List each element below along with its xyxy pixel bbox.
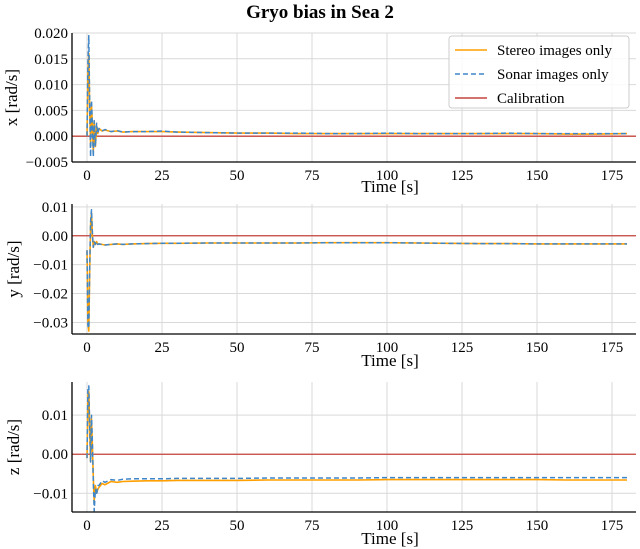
chart-title: Gryo bias in Sea 2	[246, 2, 394, 23]
x-tick-label: 50	[230, 518, 245, 534]
legend-label: Sonar images only	[497, 67, 609, 83]
y-axis-label: x [rad/s]	[2, 69, 21, 126]
x-tick-label: 175	[601, 518, 624, 534]
x-axis-label: Time [s]	[361, 177, 418, 196]
y-tick-label: −0.03	[33, 315, 68, 331]
y-axis-label: y [rad/s]	[4, 240, 23, 297]
x-tick-label: 75	[305, 518, 320, 534]
x-axis-label: Time [s]	[361, 529, 418, 548]
y-axis-label: z [rad/s]	[4, 419, 23, 475]
y-tick-label: 0.015	[34, 52, 68, 68]
y-tick-label: −0.005	[26, 155, 68, 171]
x-tick-label: 0	[83, 518, 91, 534]
sonar-series-line	[86, 385, 627, 512]
x-axis-label: Time [s]	[361, 351, 418, 370]
x-tick-label: 50	[230, 168, 245, 184]
y-tick-label: −0.02	[33, 287, 68, 303]
x-tick-label: 0	[83, 168, 91, 184]
x-tick-label: 75	[305, 340, 320, 356]
y-tick-label: 0.01	[42, 200, 68, 216]
z-bias-panel: 0 25 50 75 100 125 150 175 −0.01 0.00 0.01 Time [s]…	[4, 382, 636, 548]
x-tick-label: 125	[451, 340, 474, 356]
y-tick-label: −0.01	[33, 258, 68, 274]
y-tick-label: −0.01	[33, 486, 68, 502]
x-tick-label: 150	[526, 340, 549, 356]
y-bias-panel: 0 25 50 75 100 125 150 175 −0.03 −0.02 −0.01 0.00 0.…	[4, 200, 636, 370]
x-tick-label: 175	[601, 168, 624, 184]
x-tick-label: 100	[376, 518, 399, 534]
sonar-series-line	[86, 34, 627, 158]
legend-label: Stereo images only	[497, 43, 612, 59]
stereo-series-line	[86, 390, 627, 502]
y-tick-label: 0.005	[34, 103, 68, 119]
x-tick-label: 25	[155, 168, 170, 184]
x-tick-label: 125	[451, 168, 474, 184]
x-tick-label: 150	[526, 518, 549, 534]
legend-frame	[448, 35, 630, 109]
x-tick-label: 0	[83, 340, 91, 356]
x-tick-label: 100	[376, 340, 399, 356]
legend-label: Calibration	[497, 91, 565, 107]
x-tick-label: 50	[230, 340, 245, 356]
y-tick-label: 0.010	[34, 78, 68, 94]
x-tick-label: 125	[451, 518, 474, 534]
y-tick-label: 0.00	[42, 229, 68, 245]
y-tick-label: 0.01	[42, 408, 68, 424]
x-tick-label: 175	[601, 340, 624, 356]
x-tick-label: 75	[305, 168, 320, 184]
legend: Stereo images only Sonar images only Calib…	[448, 35, 630, 109]
x-tick-label: 25	[155, 518, 170, 534]
y-tick-label: 0.020	[34, 26, 68, 42]
y-tick-label: 0.00	[42, 447, 68, 463]
sonar-series-line	[86, 209, 627, 329]
stereo-series-line	[86, 211, 627, 332]
x-tick-label: 100	[376, 168, 399, 184]
x-tick-label: 150	[526, 168, 549, 184]
x-tick-label: 25	[155, 340, 170, 356]
y-tick-label: 0.000	[34, 129, 68, 145]
